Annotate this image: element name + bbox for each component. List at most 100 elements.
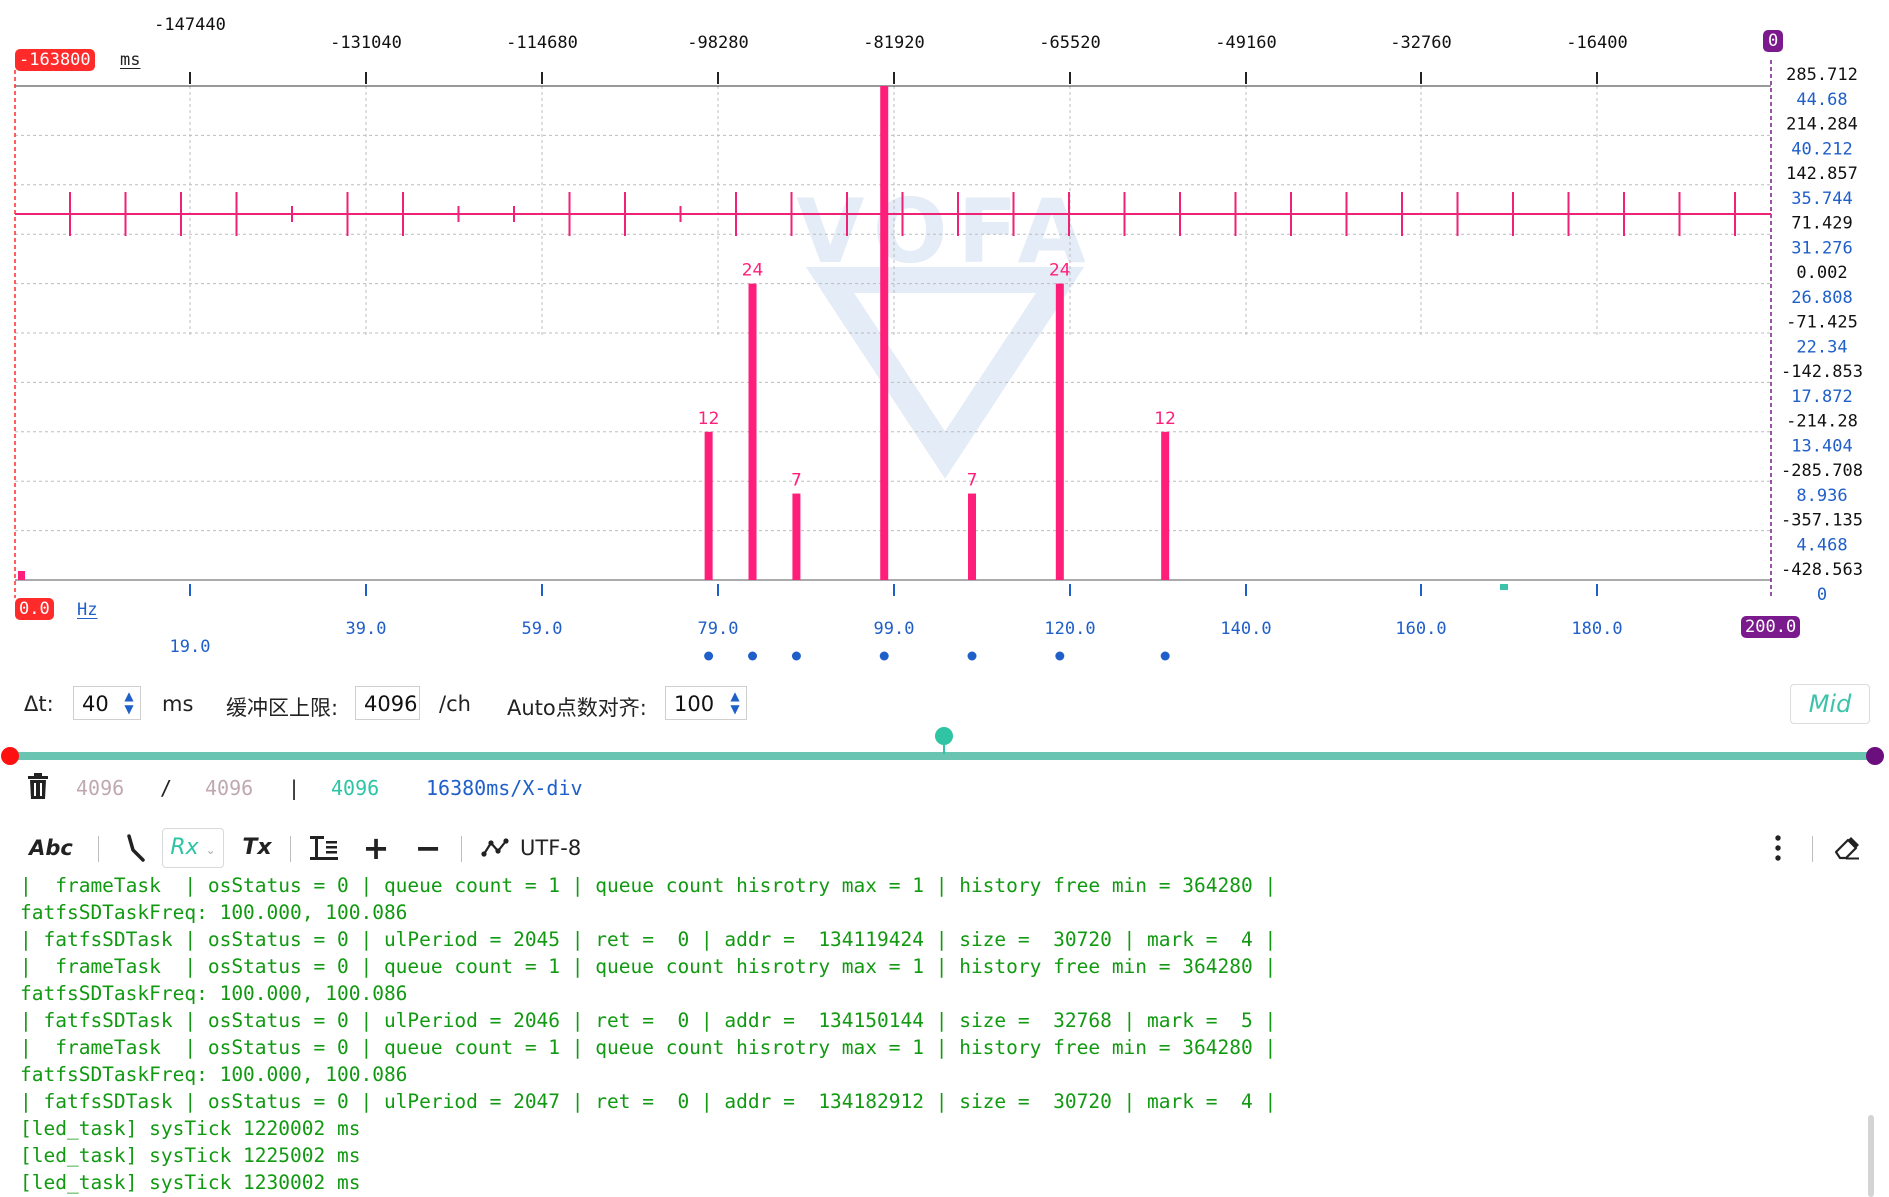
log-line: [led_task] sysTick 1220002 ms (20, 1117, 361, 1140)
bottom-tick-label: 120.0 (1044, 619, 1095, 639)
zoom-in-button[interactable]: + (362, 829, 390, 867)
bottom-tick-label: 39.0 (346, 619, 387, 639)
timestamp-icon[interactable] (120, 826, 150, 870)
log-line: fatfsSDTaskFreq: 100.000, 100.086 (20, 982, 408, 1005)
peak-marker-dot (967, 651, 977, 661)
top-tick-label: -98280 (687, 33, 748, 53)
right-axis-label: 142.857 (1786, 164, 1858, 184)
spectrum-bar-label: 12 (1154, 409, 1176, 429)
eraser-icon[interactable] (1830, 826, 1864, 870)
bottom-tick-label: 59.0 (522, 619, 563, 639)
waveform-plot[interactable]: VOFA -147440 -131040 -114680 -98280 -81920 -65… (0, 0, 1889, 670)
top-tick-label: -65520 (1039, 33, 1100, 53)
serial-log[interactable]: | frameTask | osStatus = 0 | queue count… (0, 872, 1870, 1197)
bottom-tick-label: 19.0 (170, 637, 211, 657)
right-axis-fft-label: 40.212 (1791, 140, 1852, 160)
buffer-slash: / (160, 776, 173, 800)
buffer-count: 4096 (331, 776, 380, 800)
trash-icon[interactable] (26, 772, 50, 805)
right-axis-fft-label: 17.872 (1791, 387, 1852, 407)
toolbar-separator (290, 836, 291, 862)
time-per-div: 16380ms/X-div (426, 776, 583, 800)
dt-unit: ms (162, 692, 194, 716)
spectrum-bar (880, 86, 889, 580)
bottom-tick-label: 140.0 (1220, 619, 1271, 639)
freq-unit-label[interactable]: Hz (77, 600, 98, 620)
mid-button[interactable]: Mid (1790, 684, 1870, 724)
more-vertical-icon[interactable] (1765, 826, 1791, 870)
spectrum-bar (792, 493, 801, 580)
peak-marker-dot (1055, 651, 1065, 661)
right-axis-fft-label: 44.68 (1796, 90, 1847, 110)
right-axis-fft-label: 13.404 (1791, 437, 1852, 457)
range-mid-handle[interactable] (935, 727, 953, 745)
abc-format-button[interactable]: Abc (29, 836, 73, 860)
right-axis-label: -428.563 (1781, 560, 1863, 580)
auto-align-value: 100 (674, 692, 715, 716)
spin-arrows-icon[interactable]: ▲ ▼ (124, 689, 134, 716)
rx-toggle-button[interactable]: Rx ⌄ (162, 828, 224, 868)
spectrum-bar-label: 7 (967, 471, 978, 491)
right-axis-fft-label: 31.276 (1791, 239, 1852, 259)
right-axis-fft-label: 26.808 (1791, 288, 1852, 308)
range-start-handle[interactable] (1, 747, 19, 765)
top-tick-label: -49160 (1215, 33, 1276, 53)
right-axis-label: -71.425 (1786, 313, 1858, 333)
buffer-current: 4096 (76, 776, 125, 800)
log-line: | fatfsSDTask | osStatus = 0 | ulPeriod … (20, 928, 1277, 951)
right-axis-fft-label: 0 (1817, 585, 1827, 605)
spectrum-bar-label: 12 (698, 409, 720, 429)
right-axis-fft-label: 4.468 (1796, 536, 1847, 556)
spectrum-bar (1055, 283, 1064, 580)
toolbar-separator (461, 836, 462, 862)
watermark-logo (805, 267, 1085, 479)
range-mid-stem (943, 742, 945, 754)
right-axis-fft-label: 8.936 (1796, 486, 1847, 506)
range-slider-track[interactable] (10, 752, 1876, 760)
dt-label: Δt: (24, 692, 54, 716)
plot-line-icon[interactable] (480, 826, 510, 870)
chevron-down-icon: ⌄ (205, 843, 216, 857)
encoding-selector[interactable]: UTF-8 (520, 836, 582, 860)
zoom-out-button[interactable]: − (414, 829, 442, 867)
right-axis-fft-label: 22.34 (1796, 338, 1847, 358)
buffer-divider: | (288, 776, 301, 800)
spectrum-bar-label: 24 (742, 261, 764, 281)
rx-label: Rx (170, 835, 199, 860)
top-tick-label: -81920 (863, 33, 924, 53)
right-axis-label: 71.429 (1791, 214, 1852, 234)
peak-marker-dot (704, 651, 714, 661)
right-axis-label: -285.708 (1781, 461, 1863, 481)
spectrum-bar-label: 7 (791, 471, 802, 491)
top-tick-label: -16400 (1566, 33, 1627, 53)
text-format-icon[interactable] (306, 826, 342, 870)
time-offset-badge[interactable]: -163800 (15, 49, 95, 71)
log-line: fatfsSDTaskFreq: 100.000, 100.086 (20, 1063, 408, 1086)
controls-row: Δt: 40 ▲ ▼ ms 缓冲区上限: 4096 /ch Auto点数对齐: 1… (0, 686, 1889, 724)
spin-arrows-icon[interactable]: ▲ ▼ (730, 689, 740, 716)
time-unit-label[interactable]: ms (120, 50, 141, 70)
log-scrollbar[interactable] (1868, 1115, 1874, 1197)
auto-align-spinbox[interactable]: 100 ▲ ▼ (665, 686, 747, 720)
channel-badge[interactable]: 0 (1763, 30, 1784, 52)
top-tick-label: -32760 (1390, 33, 1451, 53)
log-line: fatfsSDTaskFreq: 100.000, 100.086 (20, 901, 408, 924)
bottom-tick-label: 180.0 (1571, 619, 1622, 639)
auto-align-label: Auto点数对齐: (507, 696, 647, 720)
right-axis-label: -357.135 (1781, 511, 1863, 531)
right-axis-label: -142.853 (1781, 362, 1863, 382)
log-line: [led_task] sysTick 1230002 ms (20, 1171, 361, 1194)
right-axis-label: -214.28 (1786, 412, 1858, 432)
dt-spinbox[interactable]: 40 ▲ ▼ (73, 686, 141, 720)
plot-canvas[interactable]: VOFA -147440 -131040 -114680 -98280 -81920 -65… (0, 0, 1889, 670)
spectrum-bar-label: 24 (1049, 261, 1071, 281)
buffer-limit-field[interactable]: 4096 (355, 686, 420, 720)
tx-button[interactable]: Tx (242, 835, 272, 860)
freq-start-badge[interactable]: 0.0 (15, 598, 54, 620)
right-axis-label: 0.002 (1796, 263, 1847, 283)
freq-end-badge[interactable]: 200.0 (1741, 616, 1801, 638)
range-end-handle[interactable] (1866, 747, 1884, 765)
top-tick-label: -114680 (506, 33, 578, 53)
dt-value: 40 (82, 692, 109, 716)
right-axis-fft-label: 35.744 (1791, 189, 1852, 209)
